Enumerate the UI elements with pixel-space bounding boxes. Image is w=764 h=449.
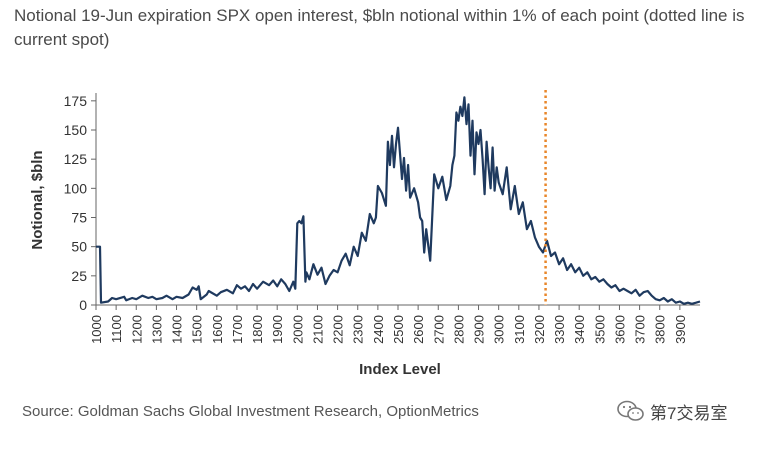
x-tick-label: 2900 (472, 315, 487, 344)
y-tick-label: 75 (71, 210, 87, 226)
x-tick-label: 3900 (673, 315, 688, 344)
x-tick-label: 3200 (532, 315, 547, 344)
x-axis-label: Index Level (359, 361, 441, 378)
x-tick-label: 2000 (290, 315, 305, 344)
source-note: Source: Goldman Sachs Global Investment … (22, 403, 479, 420)
x-tick-label: 1800 (250, 315, 265, 344)
series-group (96, 96, 701, 305)
y-axis: 0 25 50 75 100 125 150 175 (64, 93, 97, 313)
x-tick-label: 1300 (149, 315, 164, 344)
x-tick-label: 2300 (351, 315, 366, 344)
x-tick-label: 1700 (230, 315, 245, 344)
x-tick-label: 2700 (431, 315, 446, 344)
watermark-text: 第7交易室 (650, 403, 728, 423)
y-tick-label: 175 (64, 93, 88, 109)
x-tick-label: 2100 (310, 315, 325, 344)
chart-title: Notional 19-Jun expiration SPX open inte… (14, 6, 745, 49)
x-tick-label: 1100 (109, 315, 124, 343)
x-tick-label: 3400 (572, 315, 587, 344)
watermark: 第7交易室 (616, 398, 727, 424)
y-tick-label: 150 (64, 122, 88, 138)
x-tick-label: 1000 (89, 315, 104, 344)
x-tick-label: 3700 (633, 315, 648, 344)
x-tick-label: 1400 (170, 315, 185, 344)
wechat-logo-icon (617, 400, 644, 421)
y-tick-label: 25 (71, 268, 87, 284)
x-tick-label: 3300 (552, 315, 567, 344)
x-tick-label: 3600 (612, 315, 627, 344)
x-tick-label: 3000 (492, 315, 507, 344)
x-tick-label: 1900 (270, 315, 285, 344)
x-axis: 1000 1100 1200 1300 1400 1500 1600 1700 1800 1900… (89, 304, 700, 344)
x-tick-label: 2600 (411, 315, 426, 344)
x-tick-label: 2400 (371, 315, 386, 344)
y-tick-label: 100 (64, 180, 88, 196)
y-axis-label: Notional, $bln (29, 150, 46, 249)
y-tick-label: 50 (71, 239, 87, 255)
x-tick-label: 3100 (512, 315, 527, 344)
x-tick-label: 3800 (653, 315, 668, 344)
y-tick-label: 0 (79, 297, 87, 313)
x-tick-label: 1500 (190, 315, 205, 344)
x-tick-label: 2500 (391, 315, 406, 344)
y-tick-label: 125 (64, 151, 88, 167)
x-tick-label: 2200 (331, 315, 346, 344)
series-line (96, 96, 701, 305)
x-tick-label: 1200 (129, 315, 144, 344)
x-tick-label: 1600 (210, 315, 225, 344)
x-tick-label: 2800 (451, 315, 466, 344)
x-tick-label: 3500 (592, 315, 607, 344)
